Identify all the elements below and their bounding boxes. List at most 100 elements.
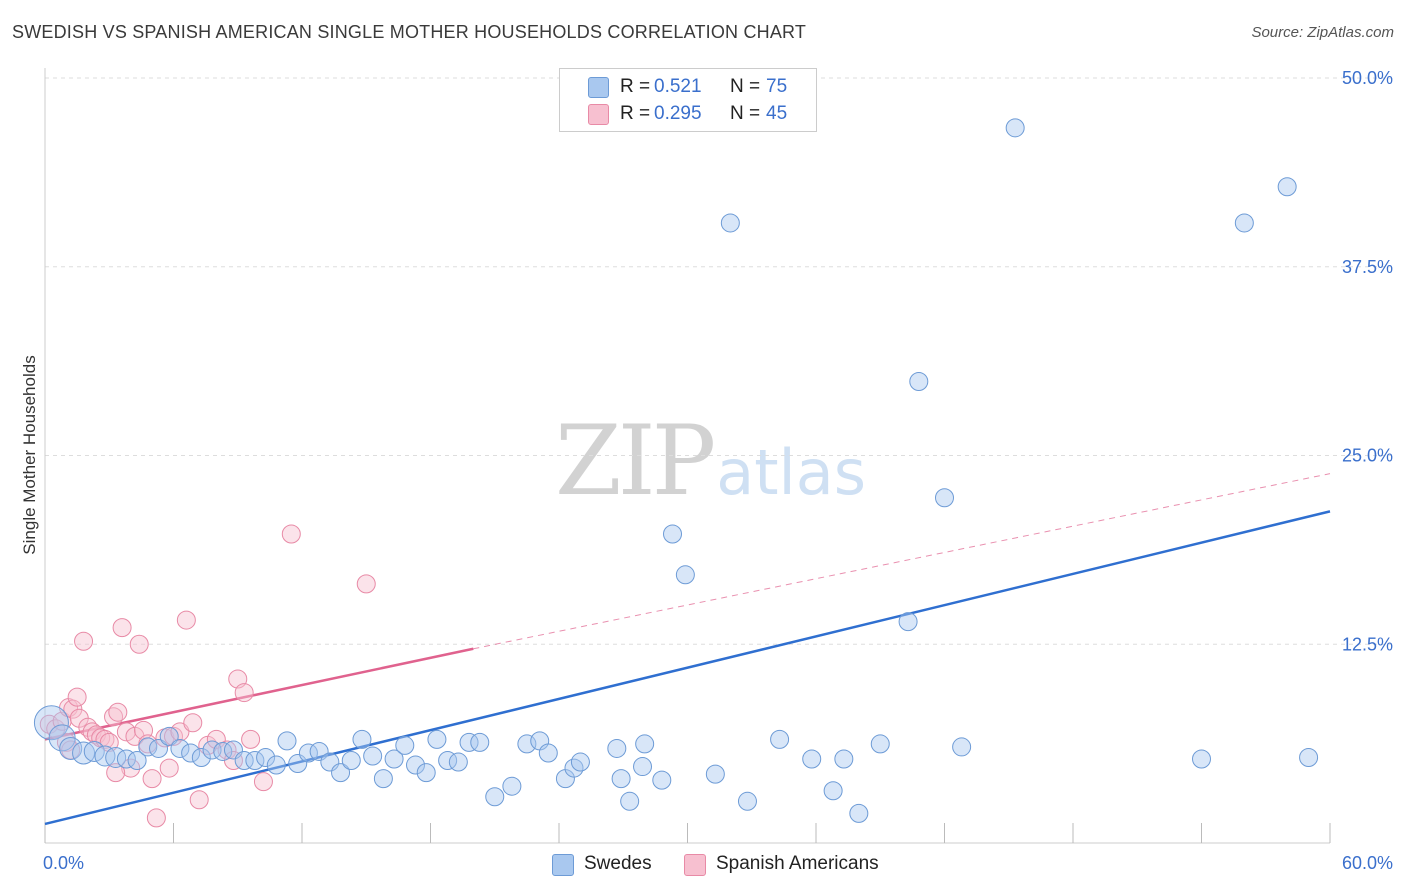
watermark: ZIPatlas: [555, 405, 866, 517]
legend-row-spanish-americans: R = 0.295 N = 45: [560, 102, 816, 126]
series-swedes: [33, 118, 1319, 823]
point-swedes: [448, 752, 468, 772]
legend-n-value: 45: [766, 103, 788, 124]
point-swedes: [607, 738, 627, 758]
y-tick-label: 25.0%: [1342, 446, 1393, 466]
trendline-swedes: [44, 510, 1331, 826]
point-swedes: [149, 738, 169, 758]
point-swedes: [611, 769, 631, 789]
point-swedes: [1299, 748, 1319, 767]
point-swedes: [341, 751, 361, 771]
point-spanish-americans: [281, 524, 301, 544]
point-spanish-americans: [189, 790, 209, 810]
correlation-legend: R = 0.521 N = 75 R = 0.295 N = 45: [559, 68, 817, 132]
point-spanish-americans: [112, 618, 132, 638]
point-swedes: [266, 755, 286, 775]
point-swedes: [181, 743, 201, 763]
point-swedes: [502, 776, 522, 796]
watermark-atlas: atlas: [716, 436, 867, 509]
point-swedes: [1234, 213, 1254, 233]
legend-row-swedes: R = 0.521 N = 75: [560, 75, 816, 99]
point-swedes: [898, 612, 918, 632]
legend-swatch-swedes: [588, 77, 609, 98]
point-swedes: [331, 763, 351, 783]
point-swedes: [234, 751, 254, 771]
point-swedes: [191, 748, 211, 767]
legend-r-value: 0.295: [654, 103, 702, 124]
watermark-zip: ZIP: [555, 405, 716, 517]
legend-r-label: R =: [620, 103, 651, 124]
point-spanish-americans: [106, 763, 126, 783]
point-swedes: [1192, 749, 1211, 769]
point-spanish-americans: [46, 719, 66, 739]
legend-swatch-spanish-americans: [588, 104, 609, 125]
point-swedes: [127, 751, 147, 771]
chart-title: SWEDISH VS SPANISH AMERICAN SINGLE MOTHE…: [12, 22, 807, 42]
legend-label-swedes: Swedes: [584, 853, 652, 874]
series-legend: Swedes Spanish Americans: [0, 852, 1406, 878]
point-spanish-americans: [253, 772, 273, 792]
point-spanish-americans: [99, 732, 119, 752]
point-swedes: [849, 803, 869, 823]
point-spanish-americans: [241, 729, 261, 749]
point-spanish-americans: [142, 769, 162, 789]
point-swedes: [94, 745, 116, 767]
point-swedes: [256, 748, 276, 767]
legend-swatch-spanish-americans: [684, 854, 706, 876]
axes: [44, 68, 1331, 844]
point-swedes: [72, 741, 96, 765]
point-swedes: [277, 731, 297, 751]
y-tick-label: 12.5%: [1342, 634, 1393, 654]
point-swedes: [83, 740, 105, 762]
x-tick-label-min: 0.0%: [43, 853, 84, 873]
point-swedes: [416, 763, 436, 783]
point-spanish-americans: [159, 758, 179, 778]
point-spanish-americans: [234, 683, 254, 703]
point-swedes: [170, 738, 190, 758]
point-spanish-americans: [121, 758, 141, 778]
legend-r-label: R =: [620, 76, 651, 97]
point-swedes: [470, 732, 490, 752]
legend-n-value: 75: [766, 76, 788, 97]
grid: [45, 77, 1392, 645]
point-swedes: [427, 729, 447, 749]
y-tick-label: 50.0%: [1342, 68, 1393, 88]
y-tick-label: 37.5%: [1342, 257, 1393, 277]
point-swedes: [935, 488, 954, 508]
point-swedes: [770, 729, 790, 749]
trendline-spanish-americans-solid: [44, 647, 474, 741]
point-swedes: [363, 746, 383, 766]
source-label: Source: ZipAtlas.com: [1251, 24, 1394, 41]
point-swedes: [459, 732, 479, 752]
point-swedes: [663, 524, 683, 544]
point-spanish-americans: [129, 634, 149, 654]
point-swedes: [395, 735, 415, 755]
point-swedes: [517, 734, 537, 754]
point-swedes: [33, 705, 69, 741]
point-swedes: [384, 749, 404, 769]
point-swedes: [620, 791, 640, 811]
point-swedes: [870, 734, 890, 754]
point-swedes: [802, 749, 822, 769]
point-swedes: [245, 751, 265, 771]
point-swedes: [1277, 177, 1297, 197]
point-spanish-americans: [356, 574, 376, 594]
point-swedes: [635, 734, 655, 754]
point-swedes: [373, 769, 393, 789]
point-swedes: [952, 737, 972, 757]
point-swedes: [834, 749, 854, 769]
point-spanish-americans: [176, 610, 196, 630]
point-swedes: [159, 726, 179, 746]
point-swedes: [823, 781, 843, 801]
point-spanish-americans: [170, 722, 190, 742]
point-swedes: [909, 372, 929, 392]
point-swedes: [652, 770, 672, 790]
point-spanish-americans: [67, 687, 87, 707]
trendline-spanish-americans-dashed: [473, 473, 1331, 650]
trend-lines: [44, 473, 1331, 826]
point-spanish-americans: [116, 722, 136, 742]
point-swedes: [1005, 118, 1025, 138]
point-spanish-americans: [74, 631, 94, 651]
point-swedes: [485, 787, 505, 807]
